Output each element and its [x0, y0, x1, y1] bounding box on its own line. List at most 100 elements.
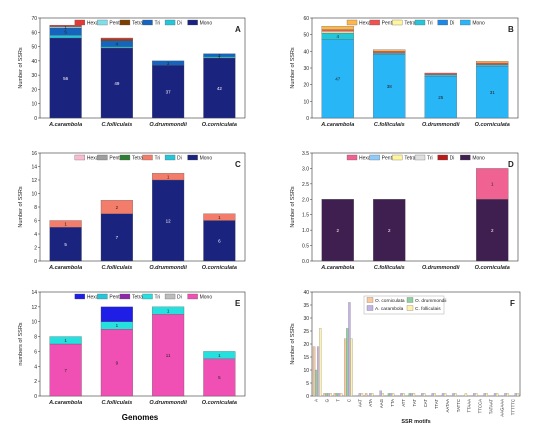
motif-bar	[423, 393, 426, 397]
data-label: 2	[336, 228, 339, 233]
legend-label: Mono	[200, 21, 213, 27]
y-tick-label: 20	[303, 83, 309, 89]
motif-bar	[454, 393, 457, 397]
x-axis-label: SSR motifs	[401, 419, 430, 425]
y-tick-label: 2.0	[302, 197, 309, 203]
motif-bar	[323, 393, 326, 397]
bar-segment-hexa	[321, 26, 354, 30]
legend-swatch	[187, 19, 198, 26]
legend-label: Tetra	[132, 21, 143, 27]
x-tick-label: C.folliculais	[374, 122, 405, 128]
legend-swatch	[164, 154, 176, 161]
legend-label: Mono	[200, 295, 213, 301]
data-label: 56	[63, 76, 69, 81]
x-tick-label: AAGAAA	[500, 399, 505, 417]
x-tick-label: O.corniculata	[202, 122, 237, 128]
data-label: 25	[438, 95, 444, 100]
motif-bar	[317, 346, 320, 397]
bar-segment-tri	[373, 52, 406, 55]
motif-bar	[516, 393, 520, 397]
x-tick-label: A	[313, 399, 318, 402]
motif-bar	[381, 393, 384, 397]
legend-swatch	[369, 19, 380, 26]
legend-label: Tetra	[132, 156, 143, 162]
legend-swatch	[369, 154, 380, 161]
legend-label: Tri	[155, 295, 161, 301]
panel-b-chart: 0 10 20 30 40 50 60 Number of SSRs B A.carambola C…	[290, 16, 519, 128]
panel-label: B	[508, 25, 514, 34]
x-tick-label: CAT	[423, 399, 428, 408]
data-label: 4	[336, 34, 339, 39]
data-label: 11	[166, 353, 171, 358]
motif-bar	[369, 393, 372, 397]
x-tick-label: C.folliculais	[101, 265, 132, 271]
motif-bar	[350, 338, 353, 397]
legend-swatch	[187, 293, 198, 300]
legend-label: Penta	[109, 295, 122, 301]
bar-segment-mono	[100, 328, 133, 397]
legend-label: Tri	[155, 156, 161, 162]
bar-segment-tri	[49, 220, 82, 228]
legend-label: Hexa	[87, 156, 99, 162]
legend-swatch	[414, 154, 426, 161]
panel-a-chart: 0 10 20 30 40 50 60 70 Number of SSRs A A.carambol…	[18, 16, 246, 128]
motif-bar	[485, 393, 488, 397]
bar-segment-mono	[49, 227, 82, 262]
bar-segment-hexa	[476, 168, 509, 200]
panel-label: A	[235, 25, 241, 34]
motif-bar	[358, 393, 362, 397]
y-tick-label: 14	[31, 290, 37, 296]
data-label: 1	[64, 338, 67, 343]
motif-bar	[412, 393, 416, 397]
bar-segment-mono	[100, 47, 133, 119]
y-tick-label: 20	[303, 342, 309, 348]
legend-label: Hexa	[87, 295, 99, 301]
legend-swatch	[142, 293, 153, 300]
y-tick-label: 50	[303, 33, 309, 39]
bar-segment-mono	[424, 76, 457, 119]
y-axis-label: numbers of SSRs	[18, 322, 24, 365]
bar-segment-di	[100, 46, 133, 49]
legend-swatch	[119, 293, 131, 300]
panel-f-chart: 0 5 10 15 20 25 30 35 40 Number of SSRs F A G T C AAT AT…	[290, 290, 521, 425]
bar-segment-mono	[152, 64, 185, 119]
plot-frame	[39, 291, 246, 397]
bar-segment-tetra	[321, 31, 354, 34]
x-tick-label: O.drummondii	[422, 265, 460, 271]
motif-bar	[400, 393, 403, 397]
bar-segment-hexa	[476, 61, 509, 64]
legend-label: Tri	[427, 21, 433, 27]
x-tick-label: O.drummondii	[149, 400, 187, 406]
legend-swatch	[97, 19, 108, 26]
legend-swatch	[460, 154, 471, 161]
motif-bar	[346, 328, 349, 397]
x-tick-label: TTAAA	[467, 399, 472, 413]
y-tick-label: 10	[31, 192, 37, 198]
panel-label: E	[235, 299, 241, 308]
y-tick-label: 16	[31, 151, 37, 157]
x-tick-label: O.drummondii	[149, 265, 187, 271]
y-tick-label: 20	[31, 87, 37, 93]
data-label: 2	[218, 53, 221, 58]
y-tick-label: 0	[306, 116, 309, 122]
y-tick-label: 30	[31, 73, 37, 79]
bar-segment-tri	[203, 351, 236, 360]
motif-bar	[506, 393, 509, 397]
bar-segment-mono	[321, 199, 354, 262]
y-tick-label: 2	[34, 379, 37, 385]
x-tick-label: ATA	[368, 399, 373, 407]
motif-bar	[314, 369, 318, 397]
legend: Hexa Penta Tetra Tri Di Mono	[346, 19, 485, 27]
legend-swatch	[460, 19, 471, 26]
data-label: 47	[335, 77, 341, 82]
y-tick-label: 0.5	[302, 244, 309, 250]
bar-segment-mono	[100, 213, 133, 262]
legend-label: Di	[177, 156, 182, 162]
x-tick-label: TAT	[412, 399, 417, 407]
motif-bar	[421, 393, 424, 397]
data-label: 5	[64, 29, 67, 34]
data-label: 7	[64, 368, 67, 373]
legend-swatch	[187, 154, 198, 161]
data-label: 2	[116, 205, 119, 210]
